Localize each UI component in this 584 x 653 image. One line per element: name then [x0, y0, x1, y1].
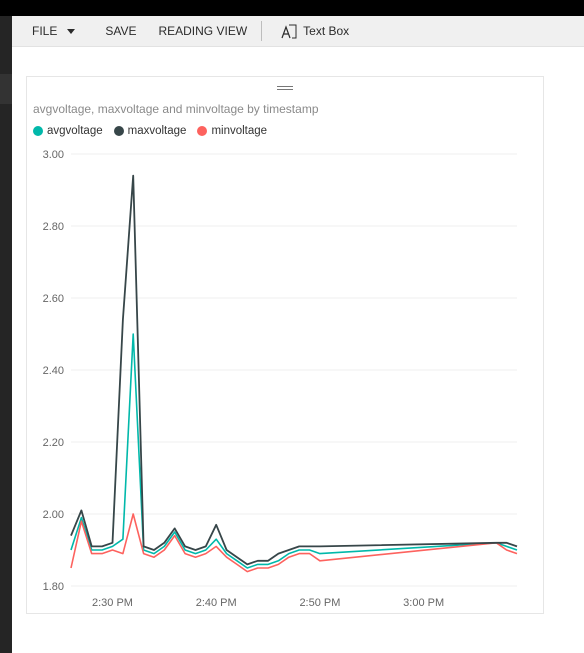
y-tick-label: 1.80 — [43, 581, 64, 593]
legend-item-maxvoltage[interactable]: maxvoltage — [113, 125, 187, 137]
x-tick-label: 3:00 PM — [403, 597, 444, 609]
left-rail — [0, 16, 12, 653]
x-tick-label: 2:40 PM — [196, 597, 237, 609]
x-tick-label: 2:50 PM — [299, 597, 340, 609]
legend-item-avgvoltage[interactable]: avgvoltage — [33, 125, 103, 137]
chart-plot-area: 3.00 2.80 2.60 2.40 2.20 2.00 1.80 2:30 PM 2:40 … — [43, 149, 518, 609]
save-button[interactable]: SAVE — [105, 24, 136, 38]
legend-label-minvoltage: minvoltage — [211, 125, 268, 137]
legend-dot-minvoltage — [197, 126, 208, 136]
chevron-down-icon — [67, 28, 76, 34]
text-box-button[interactable]: Text Box — [280, 24, 349, 39]
save-button-label: SAVE — [105, 24, 137, 38]
legend-dot-avgvoltage — [33, 126, 43, 136]
reading-view-label: READING VIEW — [158, 24, 248, 38]
y-tick-label: 2.40 — [43, 365, 64, 377]
toolbar-divider — [261, 21, 263, 41]
series-line-maxvoltage — [70, 174, 518, 566]
file-menu[interactable]: FILE — [32, 24, 76, 38]
legend-item-minvoltage[interactable]: minvoltage — [197, 125, 267, 137]
chart-legend: avgvoltage maxvoltage minvoltage — [33, 125, 278, 137]
y-tick-label: 2.80 — [43, 221, 64, 233]
reading-view-button[interactable]: READING VIEW — [158, 24, 247, 38]
drag-handle-icon[interactable] — [277, 86, 293, 90]
y-tick-label: 2.00 — [43, 509, 64, 521]
series-line-avgvoltage — [70, 333, 518, 569]
text-box-label: Text Box — [303, 24, 350, 38]
left-rail-tab[interactable] — [0, 74, 12, 104]
series-line-minvoltage — [70, 513, 518, 573]
legend-dot-maxvoltage — [113, 126, 124, 136]
toolbar: FILE SAVE READING VIEW Text Box — [12, 16, 584, 47]
y-tick-label: 2.60 — [43, 293, 64, 305]
x-tick-label: 2:30 PM — [92, 597, 133, 609]
legend-label-avgvoltage: avgvoltage — [47, 125, 103, 137]
y-tick-label: 3.00 — [43, 149, 64, 161]
legend-label-maxvoltage: maxvoltage — [127, 125, 187, 137]
line-chart-visual[interactable]: avgvoltage, maxvoltage and minvoltage by… — [26, 76, 544, 614]
y-tick-label: 2.20 — [43, 437, 64, 449]
window-top-strip — [0, 0, 584, 16]
text-box-icon — [281, 24, 297, 38]
file-menu-label: FILE — [32, 24, 58, 38]
chart-title: avgvoltage, maxvoltage and minvoltage by… — [33, 102, 319, 116]
